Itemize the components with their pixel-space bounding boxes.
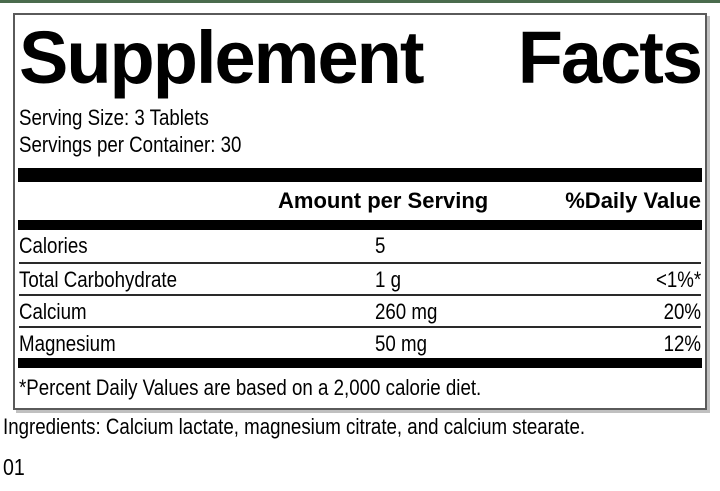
daily-value-footnote-text: *Percent Daily Values are based on a 2,0… [19, 375, 482, 400]
panel-title: Supplement Facts [19, 16, 703, 99]
divider-bar-thick-bottom [18, 358, 702, 368]
nutrient-row-calories: Calories 5 [19, 230, 701, 262]
nutrient-amount: 1 g [375, 267, 402, 292]
nutrient-name: Calories [19, 233, 88, 258]
serving-size-line: Serving Size: 3 Tablets [19, 105, 209, 130]
nutrient-dv: 20% [663, 299, 701, 324]
column-header-daily-value: %Daily Value [565, 188, 701, 213]
serving-info: Serving Size: 3 Tablets Servings per Con… [19, 104, 701, 158]
supplement-facts-panel: Supplement Facts Serving Size: 3 Tablets… [13, 13, 707, 410]
nutrient-name: Magnesium [19, 331, 116, 356]
nutrient-row-calcium: Calcium 260 mg 20% [19, 294, 701, 326]
product-code: 01 [3, 452, 29, 482]
nutrient-dv: <1%* [655, 267, 701, 292]
nutrient-amount: 5 [375, 233, 386, 258]
nutrient-name: Total Carbohydrate [19, 267, 178, 292]
servings-per-container-line: Servings per Container: 30 [19, 132, 242, 157]
nutrient-name: Calcium [19, 299, 87, 324]
panel-title-word-supplement: Supplement [19, 16, 424, 99]
divider-bar-thick-top [18, 168, 702, 182]
nutrient-row-magnesium: Magnesium 50 mg 12% [19, 326, 701, 358]
nutrient-amount: 260 mg [375, 299, 438, 324]
nutrient-amount: 50 mg [375, 331, 427, 356]
top-accent-strip [0, 0, 720, 3]
nutrient-dv: 12% [663, 331, 701, 356]
table-column-headers: Amount per Serving %Daily Value [19, 182, 701, 220]
ingredients-text: Ingredients: Calcium lactate, magnesium … [3, 414, 586, 439]
divider-bar-thick-under-header [18, 220, 702, 230]
product-code-text: 01 [3, 454, 25, 480]
nutrient-table: Calories 5 Total Carbohydrate 1 g <1%* C… [19, 230, 701, 358]
nutrient-row-total-carbohydrate: Total Carbohydrate 1 g <1%* [19, 262, 701, 294]
column-header-amount-per-serving: Amount per Serving [278, 188, 489, 213]
daily-value-footnote: *Percent Daily Values are based on a 2,0… [19, 375, 701, 401]
panel-title-word-facts: Facts [517, 16, 703, 99]
ingredients-line: Ingredients: Calcium lactate, magnesium … [3, 412, 688, 442]
